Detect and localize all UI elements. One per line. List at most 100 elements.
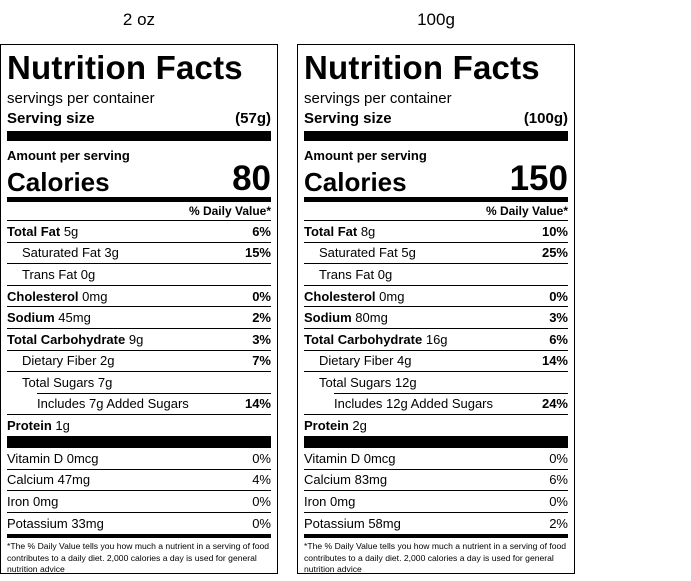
nutrient-amount: 0mg (330, 493, 356, 509)
nutrient-name: Potassium (7, 515, 68, 531)
nutrient-amount: 12g (394, 374, 417, 390)
nutrient-amount: 2g (352, 418, 367, 434)
nutrient-name: Calcium (304, 472, 351, 488)
nutrient-amount: 0mcg (66, 450, 99, 466)
nutrient-amount: 83mg (354, 472, 388, 488)
nutrient-row: Potassium 58mg 2% (304, 511, 568, 534)
amount-per-serving: Amount per serving (7, 148, 130, 163)
nutrient-row: Calcium 83mg 6% (304, 468, 568, 491)
nutrient-name: Includes 7g Added Sugars (37, 396, 189, 412)
nutrient-amount: 3g (104, 245, 119, 261)
footnote: *The % Daily Value tells you how much a … (304, 541, 567, 575)
nutrient-row: Vitamin D 0mcg 0% (7, 446, 271, 469)
daily-value: 4% (252, 472, 271, 488)
nutrient-name: Vitamin D (304, 450, 361, 466)
nutrient-row: Total Fat 8g 10% (304, 220, 568, 242)
nutrient-row: Cholesterol 0mg 0% (7, 284, 271, 307)
nutrient-name: Cholesterol (304, 288, 376, 304)
nutrient-amount: 0g (377, 266, 393, 282)
daily-value: 0% (549, 450, 568, 466)
calories-row: Calories 150 (304, 161, 568, 197)
calories-value: 150 (509, 159, 568, 198)
daily-value: 3% (252, 331, 271, 347)
daily-value: 10% (541, 223, 568, 239)
nutrient-row: Protein 2g (304, 414, 568, 436)
nutrient: Potassium 58mg (304, 516, 401, 531)
nutrient: Sodium 45mg (7, 310, 91, 325)
nutrient-row: Iron 0mg 0% (7, 490, 271, 512)
nutrient-amount: 0mg (379, 288, 405, 304)
nutrient-row: Vitamin D 0mcg 0% (304, 446, 568, 469)
nutrient-row: Iron 0mg 0% (304, 490, 568, 512)
daily-value: 15% (244, 245, 271, 261)
nutrient-name: Total Sugars (22, 374, 95, 390)
caption: 100g (417, 10, 455, 29)
nutrient: Potassium 33mg (7, 516, 104, 531)
thick-bar (304, 435, 568, 447)
nutrient: Calcium 83mg (304, 472, 387, 487)
nutrient-name: Sodium (304, 310, 352, 326)
nutrient: Dietary Fiber 2g (7, 353, 115, 368)
serving-size-label: Serving size (304, 110, 392, 127)
nutrient-amount: 45mg (58, 310, 91, 326)
nutrient-name: Total Sugars (319, 374, 392, 390)
nutrient-row: Protein 1g (7, 414, 271, 436)
daily-value: 25% (541, 245, 568, 261)
nutrient-amount: 0mg (82, 288, 108, 304)
nutrient-row: Total Carbohydrate 9g 3% (7, 327, 271, 350)
nutrient: Calcium 47mg (7, 472, 90, 487)
caption: 2 oz (122, 10, 156, 29)
nutrient-amount: 9g (128, 331, 144, 347)
nutrient-amount: 33mg (71, 515, 104, 531)
daily-value: 7% (252, 353, 271, 369)
nutrient-name: Saturated Fat (22, 245, 101, 261)
nutrient-amount: 2g (100, 353, 115, 369)
nutrient-name: Dietary Fiber (319, 353, 394, 369)
nutrition-label: Nutrition Facts servings per container Ser… (297, 44, 575, 574)
calories-label: Calories (304, 167, 407, 197)
footnote: *The % Daily Value tells you how much a … (7, 541, 270, 575)
nutrient: Vitamin D 0mcg (304, 451, 396, 466)
serving-size-label: Serving size (7, 110, 95, 127)
nutrient: Trans Fat 0g (304, 267, 392, 282)
daily-value: 6% (252, 223, 271, 239)
nutrient: Includes 12g Added Sugars (304, 396, 493, 411)
daily-value: 6% (549, 472, 568, 488)
nutrient: Iron 0mg (304, 494, 355, 509)
thick-bar (7, 131, 271, 141)
daily-value: 0% (252, 493, 271, 509)
nutrient-row: Trans Fat 0g (7, 263, 271, 285)
nutrient: Sodium 80mg (304, 310, 388, 325)
nutrient-name: Dietary Fiber (22, 353, 97, 369)
servings: servings per container (304, 90, 452, 107)
nutrient-row: Sodium 45mg 2% (7, 306, 271, 328)
nutrient: Cholesterol 0mg (7, 289, 107, 304)
nutrient-amount: 4g (397, 353, 412, 369)
nutrient-name: Saturated Fat (319, 245, 398, 261)
daily-value-header: % Daily Value* (485, 204, 568, 218)
label-title: Nutrition Facts (7, 49, 243, 86)
nutrient-amount: 0mcg (363, 450, 396, 466)
calories-value: 80 (232, 159, 271, 198)
daily-value: 3% (549, 310, 568, 326)
serving-size: (57g) (235, 110, 271, 127)
nutrient-name: Vitamin D (7, 450, 64, 466)
nutrient-row: Dietary Fiber 4g 14% (304, 349, 568, 372)
daily-value: 0% (252, 515, 271, 531)
calories-row: Calories 80 (7, 161, 271, 196)
nutrient-name: Sodium (7, 310, 55, 326)
nutrient: Includes 7g Added Sugars (7, 396, 189, 411)
daily-value: 2% (549, 515, 568, 531)
nutrient: Total Fat 5g (7, 224, 78, 239)
nutrient-name: Total Carbohydrate (7, 331, 126, 347)
servings-line: servings per container (7, 89, 271, 109)
nutrient-row: Total Fat 5g 6% (7, 220, 271, 242)
nutrient-amount: 5g (401, 245, 416, 261)
nutrient-row: Total Sugars 7g (7, 371, 271, 393)
nutrient-row: Saturated Fat 3g 15% (7, 241, 271, 264)
nutrient-amount: 1g (55, 418, 70, 434)
nutrient-name: Protein (304, 418, 349, 434)
nutrient-amount: 80mg (355, 310, 388, 326)
medium-bar (304, 197, 568, 202)
nutrient-name: Total Fat (7, 223, 61, 239)
